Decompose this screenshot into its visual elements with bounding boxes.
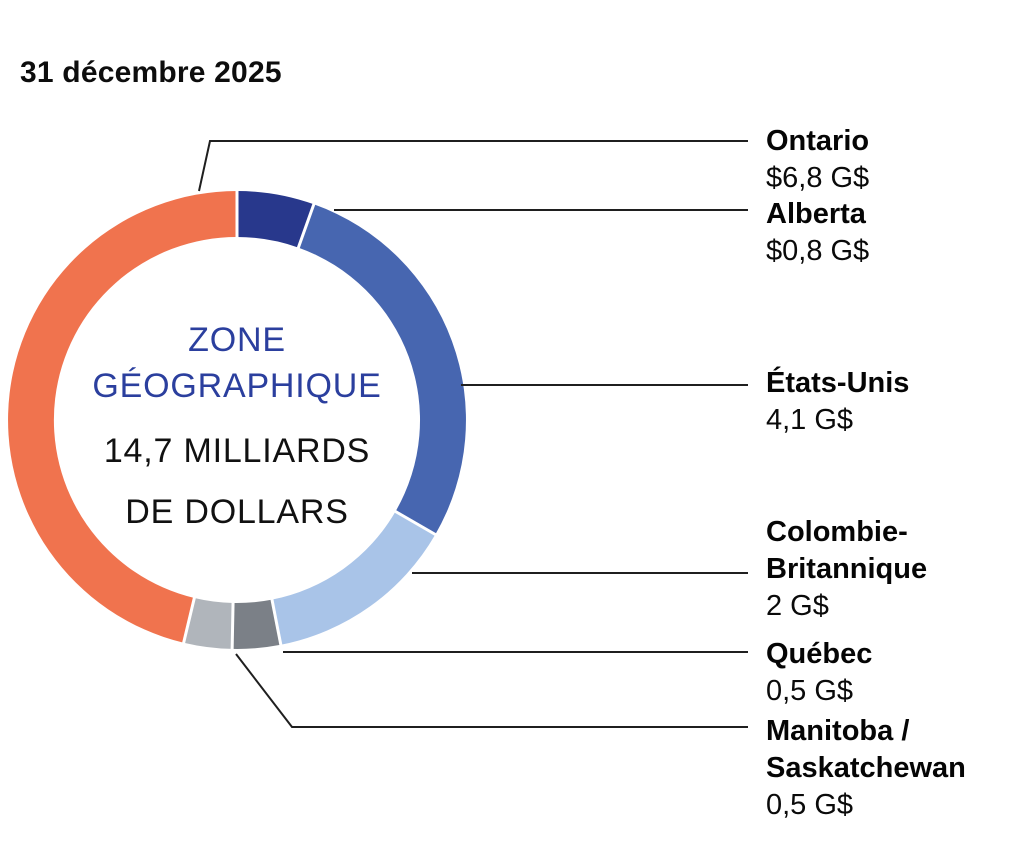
label-quebec: Québec 0,5 G$	[766, 636, 872, 710]
segment-name: États-Unis	[766, 367, 910, 399]
segment-separator	[296, 201, 316, 251]
donut-segment-0	[237, 191, 314, 248]
leader-line-ontario	[198, 140, 748, 192]
leader-lines-group	[198, 140, 748, 728]
label-manitoba-saskatchewan: Manitoba / Saskatchewan 0,5 G$	[766, 713, 966, 824]
segment-separator	[181, 595, 197, 645]
donut-segment-4	[183, 598, 234, 649]
donut-segment-3	[232, 599, 281, 649]
segment-value: $6,8 G$	[766, 162, 870, 194]
label-ontario: Ontario $6,8 G$	[766, 123, 869, 197]
segment-name: Alberta	[766, 198, 866, 230]
center-text-zone: ZONE	[188, 321, 286, 359]
chart-date-title: 31 décembre 2025	[20, 56, 282, 89]
donut-segment-2	[272, 511, 436, 645]
segment-name: Ontario	[766, 125, 870, 157]
segment-name: Manitoba / Saskatchewan	[766, 715, 966, 784]
segment-value: 0,5 G$	[766, 789, 854, 821]
center-text-total-amount: 14,7 MILLIARDS	[103, 432, 371, 470]
label-etats-unis: États-Unis 4,1 G$	[766, 365, 909, 439]
segment-value: $0,8 G$	[766, 235, 870, 267]
segment-value: 2 G$	[766, 590, 829, 622]
segment-name: Colombie- Britannique	[766, 516, 928, 585]
center-text-geographique: GÉOGRAPHIQUE	[92, 367, 382, 405]
donut-segment-5	[8, 191, 237, 643]
segment-value: 4,1 G$	[766, 404, 854, 436]
label-colombie-britannique: Colombie- Britannique 2 G$	[766, 514, 927, 625]
segment-separator	[393, 509, 438, 537]
segment-value: 0,5 G$	[766, 675, 854, 707]
segment-separator	[230, 600, 235, 651]
leader-line-manitoba-saskatchewan	[235, 653, 748, 728]
center-text-total-unit: DE DOLLARS	[125, 493, 349, 531]
donut-segment-1	[298, 204, 466, 535]
segment-name: Québec	[766, 638, 873, 670]
segment-separator	[270, 597, 283, 647]
label-alberta: Alberta $0,8 G$	[766, 196, 869, 270]
